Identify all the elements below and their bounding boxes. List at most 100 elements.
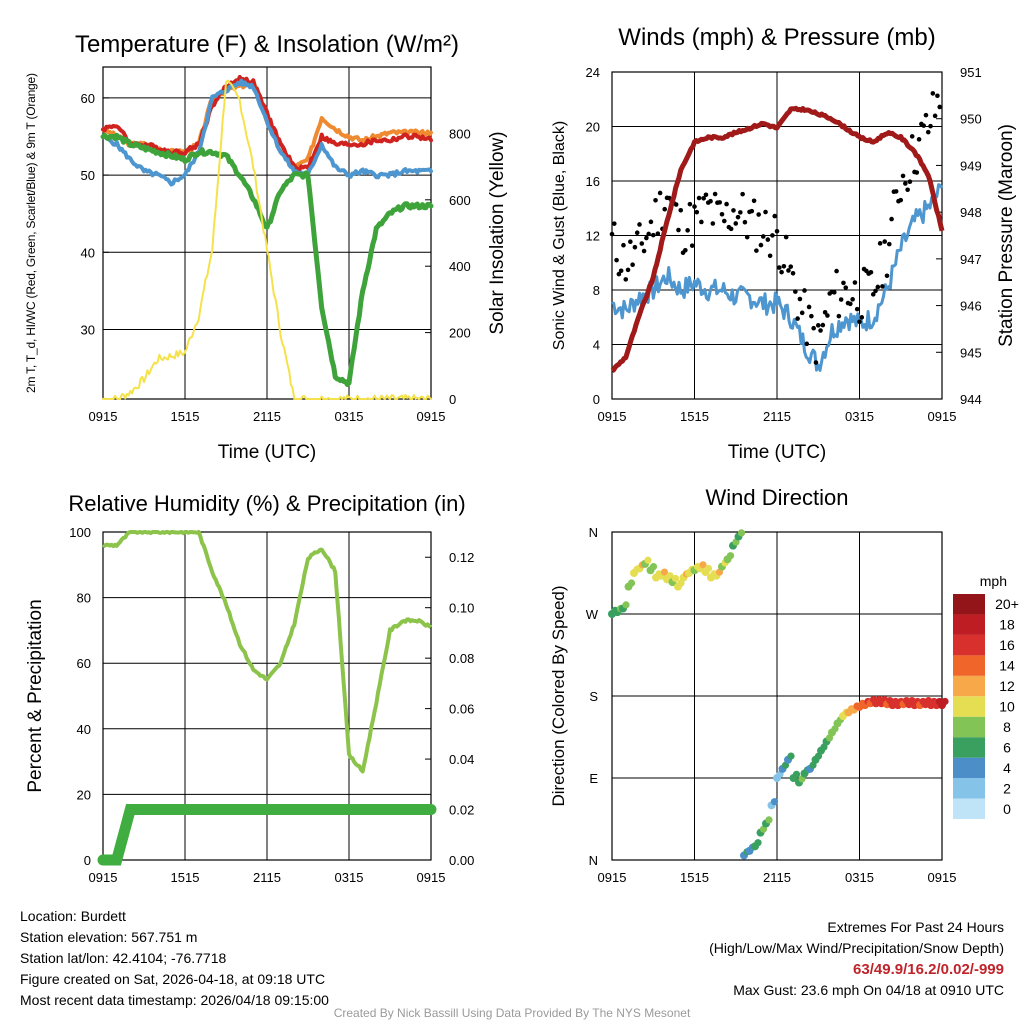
gust-point	[751, 198, 757, 204]
precip-y-tick: 0.08	[449, 651, 474, 666]
temperature-ylabel: 2m T, T_d, HI/WC (Red, Green, Scarlet/Bl…	[24, 73, 38, 393]
gust-point	[854, 306, 860, 312]
winds-y-tick: 12	[586, 229, 600, 244]
gust-point	[806, 304, 812, 310]
winddir-y-tick: W	[586, 607, 599, 622]
winds-x-tick: 2115	[763, 409, 791, 424]
gust-point	[692, 204, 697, 209]
gust-point	[880, 284, 885, 289]
gust-point	[802, 288, 807, 293]
gust-point	[804, 341, 810, 347]
gust-point	[770, 233, 775, 238]
gust-point	[838, 297, 844, 302]
gust-point	[765, 237, 771, 242]
winds-x-tick: 0315	[845, 409, 874, 424]
gust-point	[754, 248, 759, 253]
colorbar-label: 10	[999, 699, 1015, 715]
colorbar-label: 16	[999, 637, 1015, 653]
station-elevation: Station elevation: 567.751 m	[20, 929, 198, 945]
gust-point	[721, 218, 727, 224]
winddir-point	[622, 601, 630, 609]
humidity-title: Relative Humidity (%) & Precipitation (i…	[68, 491, 465, 516]
winddir-title: Wind Direction	[705, 485, 848, 510]
humidity-x-tick: 2115	[253, 870, 281, 885]
colorbar-label: 2	[1003, 780, 1011, 796]
gust-point	[841, 280, 846, 286]
gust-point	[703, 192, 709, 198]
gust-point	[818, 328, 823, 333]
gust-point	[696, 195, 702, 201]
gust-point	[708, 198, 713, 204]
winddir-point	[770, 798, 779, 806]
colorbar-label: 0	[1003, 801, 1011, 817]
gust-point	[923, 112, 929, 118]
gust-point	[767, 253, 773, 259]
extremes-heading: Extremes For Past 24 Hours	[827, 919, 1004, 935]
gust-point	[884, 273, 890, 279]
temperature-y-tick: 40	[81, 245, 95, 260]
precip-line	[97, 804, 437, 866]
gust-point	[724, 201, 729, 207]
winddir-y-tick: E	[589, 771, 598, 786]
temperature-y-tick: 50	[81, 168, 95, 183]
gust-point	[788, 264, 794, 269]
gust-point	[836, 313, 842, 319]
pressure-ylabel: Station Pressure (Maroon)	[996, 124, 1017, 347]
winds-chart: 0 4 8 12 16 20 24 944 945 946 947 948 949 950 951 0915 1…	[551, 24, 1017, 463]
temperature-x-tick: 0315	[335, 409, 364, 424]
insolation-y-tick: 0	[449, 392, 456, 407]
humidity-x-tick: 1515	[171, 870, 200, 885]
precip-y-tick: 0.10	[449, 601, 474, 616]
gust-point	[644, 235, 649, 241]
gust-point	[921, 123, 926, 128]
gust-point	[685, 228, 690, 233]
gust-point	[935, 93, 940, 99]
colorbar-swatch	[953, 594, 985, 615]
winds-x-tick: 0915	[928, 409, 957, 424]
gust-point	[848, 301, 853, 307]
gust-point	[632, 244, 638, 250]
gust-point	[930, 91, 936, 96]
winddir-point	[660, 568, 669, 576]
gust-point	[648, 219, 654, 225]
humidity-x-tick: 0315	[335, 870, 364, 885]
gust-point	[749, 208, 755, 214]
gust-point	[758, 242, 764, 248]
precip-y-tick: 0.00	[449, 853, 474, 868]
temperature-series-solar-insolation	[102, 79, 432, 400]
gust-point	[850, 297, 855, 302]
gust-point	[776, 265, 782, 270]
humidity-frame	[102, 531, 432, 861]
gust-point	[683, 247, 688, 253]
winddir-point	[699, 561, 707, 569]
gust-point	[637, 222, 642, 227]
gust-point	[925, 129, 931, 135]
gust-point	[859, 315, 865, 320]
gust-point	[857, 319, 862, 325]
gust-point	[611, 221, 617, 226]
gust-point	[909, 134, 915, 139]
gust-point	[900, 173, 906, 179]
winddir-point	[649, 563, 658, 571]
gust-point	[717, 200, 723, 205]
gust-point	[907, 179, 913, 185]
precip-y-tick: 0.02	[449, 803, 474, 818]
winddir-x-tick: 0915	[598, 870, 627, 885]
winddir-point	[941, 697, 949, 706]
gust-point	[641, 248, 647, 254]
gust-point	[893, 189, 899, 194]
gust-point	[657, 190, 663, 196]
gust-point	[731, 208, 736, 213]
winddir-point	[627, 579, 636, 587]
winddir-point	[671, 574, 680, 583]
winds-y-tick: 16	[586, 174, 600, 189]
colorbar-label: 14	[999, 658, 1015, 674]
gust-point	[756, 212, 761, 217]
pressure-y-tick: 951	[960, 65, 982, 80]
precip-y-tick: 0.06	[449, 702, 474, 717]
winddir-point	[754, 839, 762, 847]
gust-point	[639, 241, 645, 246]
gust-point	[790, 270, 796, 276]
humidity-y-tick: 0	[84, 853, 91, 868]
